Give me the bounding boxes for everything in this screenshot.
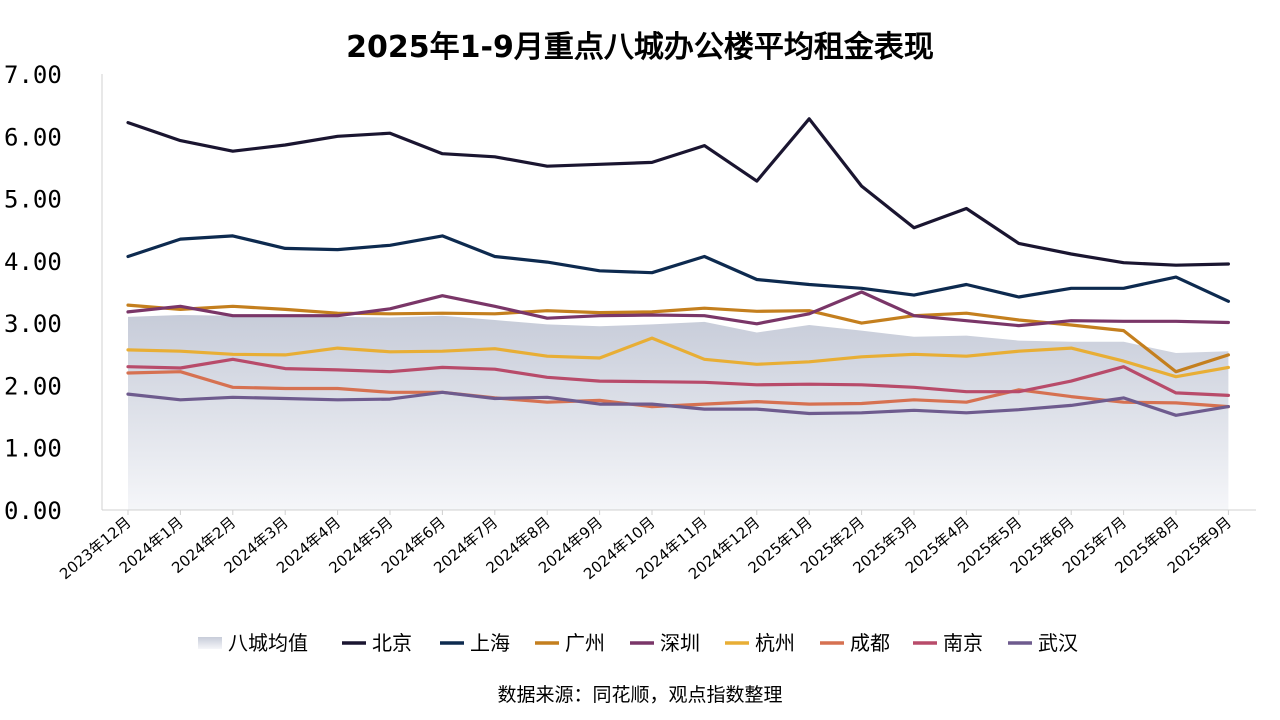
legend-label-4: 深圳: [660, 631, 700, 655]
series-line-1: [126, 117, 1231, 267]
legend-label-6: 成都: [850, 631, 890, 655]
chart-title: 2025年1-9月重点八城办公楼平均租金表现: [346, 30, 934, 65]
legend-label-5: 杭州: [755, 631, 795, 655]
series-line-4: [126, 290, 1231, 328]
y-tick-label: 5.00: [4, 186, 62, 214]
y-tick-label: 0.00: [4, 497, 62, 525]
legend-label-8: 武汉: [1038, 631, 1078, 655]
series-line-8: [126, 390, 1231, 417]
y-tick-label: 4.00: [4, 248, 62, 276]
series-line-2: [126, 234, 1231, 303]
series-area-0: [128, 315, 1229, 510]
legend-swatch-0: [198, 637, 222, 649]
series-line-5: [126, 336, 1231, 379]
y-tick-label: 3.00: [4, 310, 62, 338]
y-tick-label: 1.00: [4, 435, 62, 463]
source-note: 数据来源：同花顺，观点指数整理: [497, 684, 782, 706]
y-tick-label: 7.00: [4, 61, 62, 89]
x-axis: 2023年12月2024年1月2024年2月2024年3月2024年4月2024…: [56, 509, 1256, 583]
legend-label-3: 广州: [565, 631, 605, 655]
series-line-7: [126, 357, 1231, 397]
legend: 八城均值 北京 上海 广州 深圳 杭州 成都 南京 武汉: [198, 631, 1078, 655]
legend-label-2: 上海: [470, 631, 510, 655]
y-tick-label: 6.00: [4, 123, 62, 151]
legend-label-1: 北京: [372, 631, 412, 655]
y-tick-label: 2.00: [4, 372, 62, 400]
legend-label-7: 南京: [943, 631, 983, 655]
y-axis: 0.00 1.00 2.00 3.00 4.00 5.00 6.00 7.00: [4, 61, 103, 525]
legend-label-0: 八城均值: [228, 631, 308, 655]
plot-area: [126, 117, 1231, 510]
